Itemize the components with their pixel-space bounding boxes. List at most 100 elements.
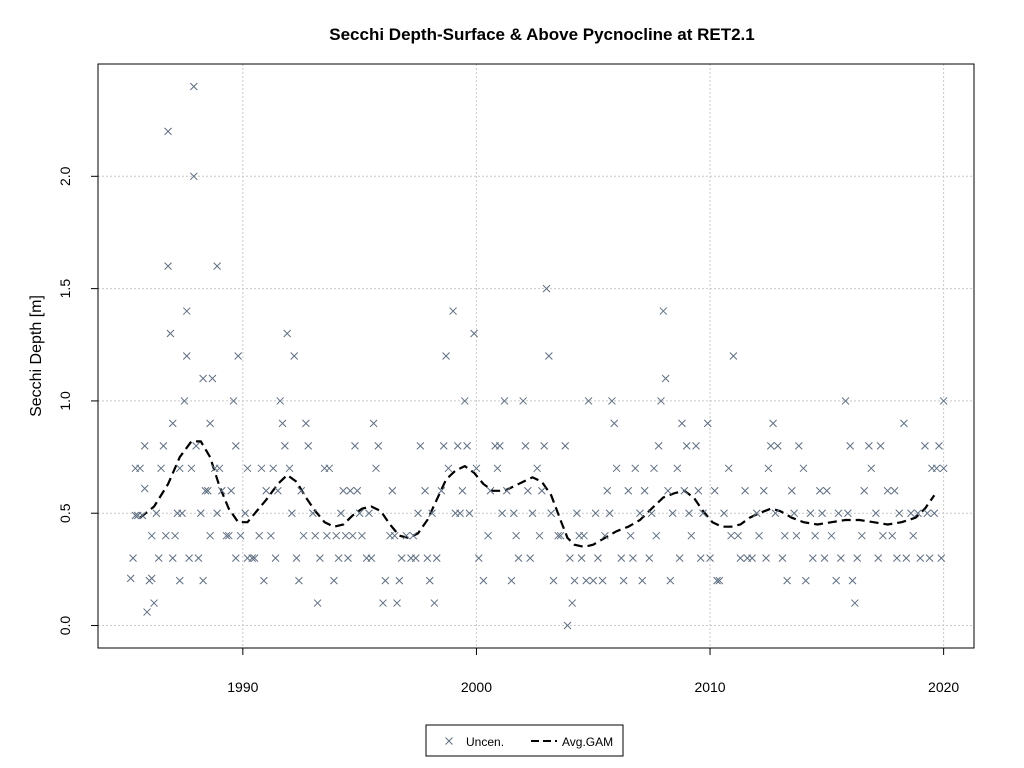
data-point (724, 464, 733, 473)
data-point (241, 509, 250, 518)
data-point (159, 441, 168, 450)
data-point (790, 509, 798, 518)
data-point (521, 441, 530, 450)
data-point (189, 172, 198, 181)
data-point (834, 509, 843, 518)
data-point (355, 509, 364, 518)
data-point (561, 441, 570, 450)
data-point (608, 397, 616, 405)
data-point (778, 554, 787, 563)
data-point (224, 531, 233, 540)
data-point (164, 262, 172, 271)
data-point (650, 464, 658, 473)
data-point (544, 352, 553, 360)
data-point (180, 397, 189, 405)
legend-label-gam: Avg.GAM (562, 735, 613, 749)
data-point (353, 486, 362, 495)
data-point (853, 554, 862, 563)
data-point (449, 307, 457, 315)
data-point (381, 576, 390, 585)
data-point (720, 509, 728, 518)
data-point (453, 441, 462, 450)
data-point (860, 486, 869, 495)
data-point (890, 486, 899, 495)
data-point (208, 374, 217, 383)
data-point (858, 531, 866, 540)
gam-line (139, 440, 936, 549)
data-point (806, 509, 815, 518)
data-point (666, 576, 675, 585)
x-axis: 1990 2000 2010 2020 (227, 648, 959, 695)
data-point (549, 576, 558, 585)
data-point (680, 486, 689, 495)
data-point (262, 486, 271, 495)
data-point (479, 576, 488, 585)
data-point (748, 554, 756, 563)
data-point (654, 441, 663, 450)
data-point (851, 599, 859, 607)
data-point (876, 441, 885, 450)
data-point (925, 554, 934, 563)
data-point (136, 464, 144, 473)
data-points (126, 82, 948, 630)
data-point (299, 531, 308, 540)
gam-curve (139, 440, 936, 549)
data-point (285, 464, 294, 473)
data-point (780, 531, 789, 540)
data-point (460, 397, 469, 405)
data-point (783, 576, 791, 585)
data-point (260, 576, 268, 585)
data-point (694, 486, 703, 495)
chart-title: Secchi Depth-Surface & Above Pycnocline … (329, 25, 754, 44)
data-point (367, 554, 376, 563)
data-point (818, 509, 827, 518)
data-point (872, 509, 880, 518)
data-point (893, 554, 901, 563)
data-point (874, 554, 883, 563)
data-point (348, 531, 357, 540)
data-point (699, 509, 707, 518)
data-point (344, 554, 352, 563)
data-point (236, 531, 245, 540)
data-point (474, 554, 483, 563)
x-tick-label: 1990 (227, 679, 258, 695)
data-point (512, 531, 520, 540)
data-point (865, 441, 873, 450)
data-point (185, 554, 193, 563)
data-point (771, 509, 780, 518)
data-point (533, 464, 542, 473)
data-point (645, 554, 654, 563)
data-point (710, 486, 719, 495)
data-point (706, 554, 714, 563)
data-point (808, 554, 817, 563)
data-point (217, 486, 226, 495)
data-point (304, 441, 313, 450)
data-point (161, 531, 170, 540)
data-point (323, 531, 331, 540)
data-point (129, 554, 137, 563)
data-point (902, 554, 911, 563)
y-tick-label: 0.5 (57, 503, 73, 523)
data-point (647, 509, 656, 518)
data-point (332, 531, 341, 540)
data-point (519, 397, 528, 405)
data-point (231, 554, 240, 563)
data-point (351, 441, 359, 450)
data-point (664, 486, 672, 495)
data-point (187, 464, 196, 473)
data-point (610, 419, 619, 428)
data-point (439, 441, 448, 450)
data-point (295, 576, 303, 585)
data-point (425, 576, 434, 585)
data-point (832, 576, 841, 585)
data-point (311, 531, 320, 540)
data-point (820, 554, 829, 563)
data-point (206, 531, 214, 540)
data-point (734, 531, 742, 540)
data-point (269, 464, 278, 473)
data-point (168, 419, 177, 428)
data-point (199, 374, 207, 383)
data-point (337, 509, 345, 518)
data-point (152, 509, 161, 518)
